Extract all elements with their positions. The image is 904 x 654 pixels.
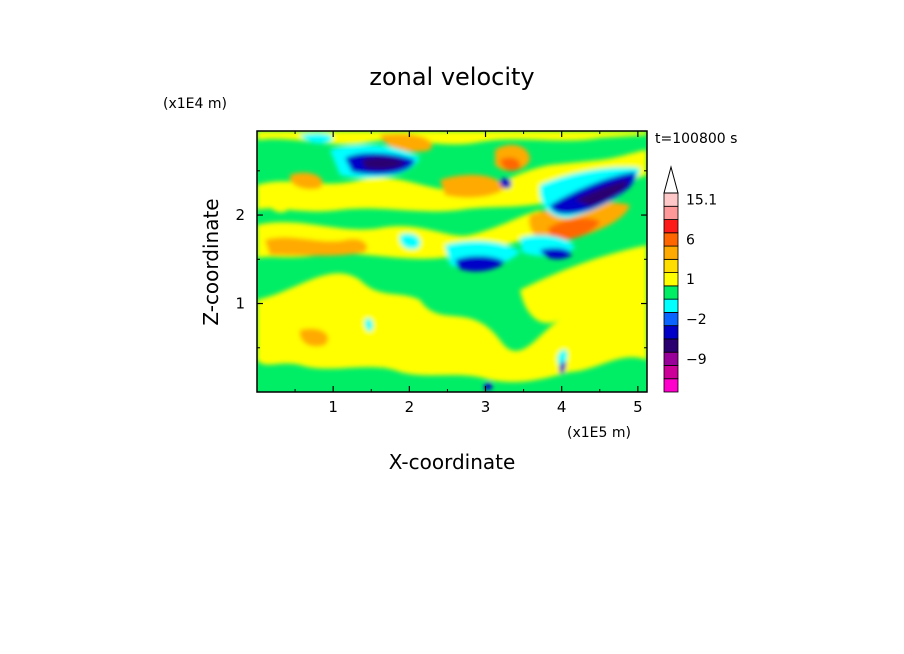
field-region [520, 245, 647, 324]
velocity-field [257, 131, 647, 392]
colorbar-label: 15.1 [686, 193, 717, 209]
y-axis: 12 [235, 170, 647, 349]
field-region [265, 237, 368, 256]
time-label: t=100800 s [655, 131, 737, 147]
field-region [399, 233, 421, 250]
field-region [548, 218, 600, 241]
y-scale-label: (x1E4 m) [163, 96, 227, 112]
colorbar-swatch [663, 378, 679, 393]
colorbar-swatch [663, 205, 679, 220]
colorbar-label: 1 [686, 272, 695, 288]
x-axis-label: X-coordinate [389, 450, 516, 474]
colorbar-label: −2 [686, 312, 707, 328]
colorbar: 15.1 6 1 −2 −9 [663, 165, 717, 393]
field-region [440, 174, 505, 198]
field-region [559, 361, 566, 374]
field-region [299, 328, 329, 347]
field-region [380, 133, 432, 152]
colorbar-swatch [663, 338, 679, 353]
colorbar-swatch [663, 232, 679, 247]
x-tick-label: 3 [481, 398, 491, 416]
colorbar-swatch [663, 272, 679, 287]
field-region [257, 273, 647, 383]
colorbar-label: 6 [686, 232, 695, 248]
plot-frame [256, 130, 648, 393]
colorbar-label: −9 [686, 352, 707, 368]
colorbar-swatch [663, 365, 679, 380]
chart-title: zonal velocity [369, 63, 534, 91]
x-tick-label: 5 [633, 398, 643, 416]
field-region [540, 247, 572, 260]
y-tick-label: 1 [235, 295, 245, 313]
field-region [575, 180, 628, 206]
x-tick-label: 2 [405, 398, 415, 416]
field-region [289, 172, 323, 190]
colorbar-swatch [663, 311, 679, 327]
colorbar-overflow-arrow [663, 165, 679, 194]
field-region [257, 131, 647, 145]
y-axis-label: Z-coordinate [199, 198, 223, 325]
field-region [455, 256, 505, 272]
colorbar-swatch [663, 192, 679, 207]
x-axis: 1 2 3 4 5 [294, 131, 643, 416]
y-tick-label: 2 [235, 206, 245, 224]
field-region [364, 318, 373, 332]
field-region [300, 133, 333, 144]
x-tick-label: 4 [557, 398, 567, 416]
colorbar-swatch [663, 245, 679, 260]
colorbar-swatch [663, 351, 679, 366]
colorbar-swatch [663, 325, 679, 340]
colorbar-swatch [663, 219, 679, 234]
x-tick-label: 1 [328, 398, 338, 416]
x-scale-label: (x1E5 m) [567, 425, 631, 441]
field-region [362, 157, 405, 170]
colorbar-swatch [663, 258, 679, 274]
field-region [500, 157, 521, 171]
field-region [269, 199, 290, 213]
colorbar-swatch [663, 285, 679, 300]
colorbar-swatch [663, 298, 679, 313]
field-region [499, 178, 512, 189]
